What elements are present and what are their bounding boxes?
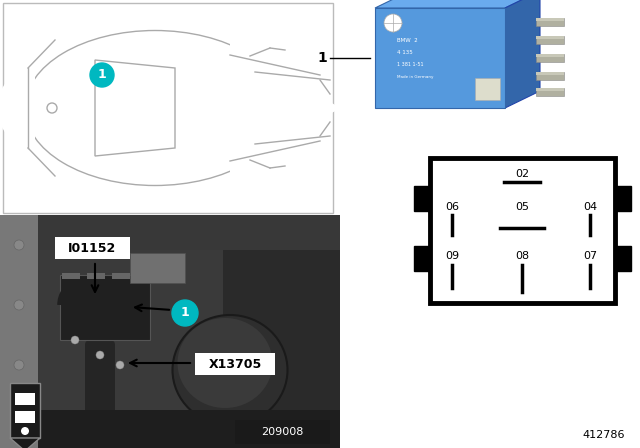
Bar [414, 186, 430, 211]
Circle shape [90, 63, 114, 87]
Text: Made in Germany: Made in Germany [397, 75, 433, 79]
Text: 06: 06 [445, 202, 459, 212]
Bar [38, 250, 223, 448]
Bar [430, 158, 615, 303]
Bar [536, 54, 564, 62]
Bar [15, 393, 35, 405]
Bar [536, 18, 564, 21]
Text: X13705: X13705 [209, 358, 262, 370]
Text: 05: 05 [515, 202, 529, 212]
Text: 412786: 412786 [582, 430, 625, 440]
Circle shape [384, 14, 402, 32]
Ellipse shape [177, 318, 273, 408]
Bar [536, 88, 564, 91]
Text: 07: 07 [583, 251, 597, 261]
Circle shape [116, 361, 124, 369]
Text: 1: 1 [98, 69, 106, 82]
Bar [414, 246, 430, 271]
Text: 09: 09 [445, 251, 459, 261]
Bar [536, 54, 564, 57]
FancyBboxPatch shape [85, 340, 115, 440]
Bar [235, 420, 330, 444]
Circle shape [96, 351, 104, 359]
Bar [60, 275, 150, 340]
Circle shape [14, 410, 24, 420]
Bar [615, 246, 631, 271]
Bar [220, 215, 340, 448]
Text: 209008: 209008 [261, 427, 303, 437]
Text: 4 135: 4 135 [397, 51, 413, 56]
Bar [62, 273, 80, 279]
Bar [375, 8, 505, 108]
Bar [112, 273, 130, 279]
Bar [615, 186, 631, 211]
Circle shape [14, 360, 24, 370]
Text: BMW  2: BMW 2 [397, 38, 418, 43]
Bar [0, 215, 38, 448]
Polygon shape [230, 40, 340, 176]
Bar [87, 273, 105, 279]
Bar [536, 72, 564, 75]
Bar [55, 237, 130, 259]
Bar [38, 410, 340, 448]
Bar [536, 18, 564, 26]
Bar [536, 36, 564, 39]
Bar [15, 411, 35, 423]
Circle shape [14, 240, 24, 250]
Bar [536, 36, 564, 44]
Text: 08: 08 [515, 251, 529, 261]
Bar [10, 383, 40, 438]
Bar [195, 353, 275, 375]
Text: 1: 1 [317, 51, 327, 65]
Text: 04: 04 [583, 202, 597, 212]
Bar [536, 88, 564, 96]
Bar [475, 78, 500, 100]
Text: 1 381 1-51: 1 381 1-51 [397, 63, 424, 68]
Bar [0, 215, 340, 448]
Polygon shape [505, 0, 540, 108]
Bar [536, 72, 564, 80]
Text: 1: 1 [180, 306, 189, 319]
Circle shape [71, 336, 79, 344]
Bar [3, 3, 333, 213]
Circle shape [14, 300, 24, 310]
Circle shape [21, 427, 29, 435]
Text: 02: 02 [515, 169, 529, 179]
Bar [130, 253, 185, 283]
Polygon shape [375, 0, 540, 8]
Bar [38, 215, 340, 250]
Ellipse shape [25, 30, 285, 185]
Text: I01152: I01152 [68, 241, 116, 254]
Polygon shape [0, 35, 35, 181]
Polygon shape [10, 438, 40, 448]
Circle shape [172, 300, 198, 326]
Ellipse shape [173, 315, 287, 425]
